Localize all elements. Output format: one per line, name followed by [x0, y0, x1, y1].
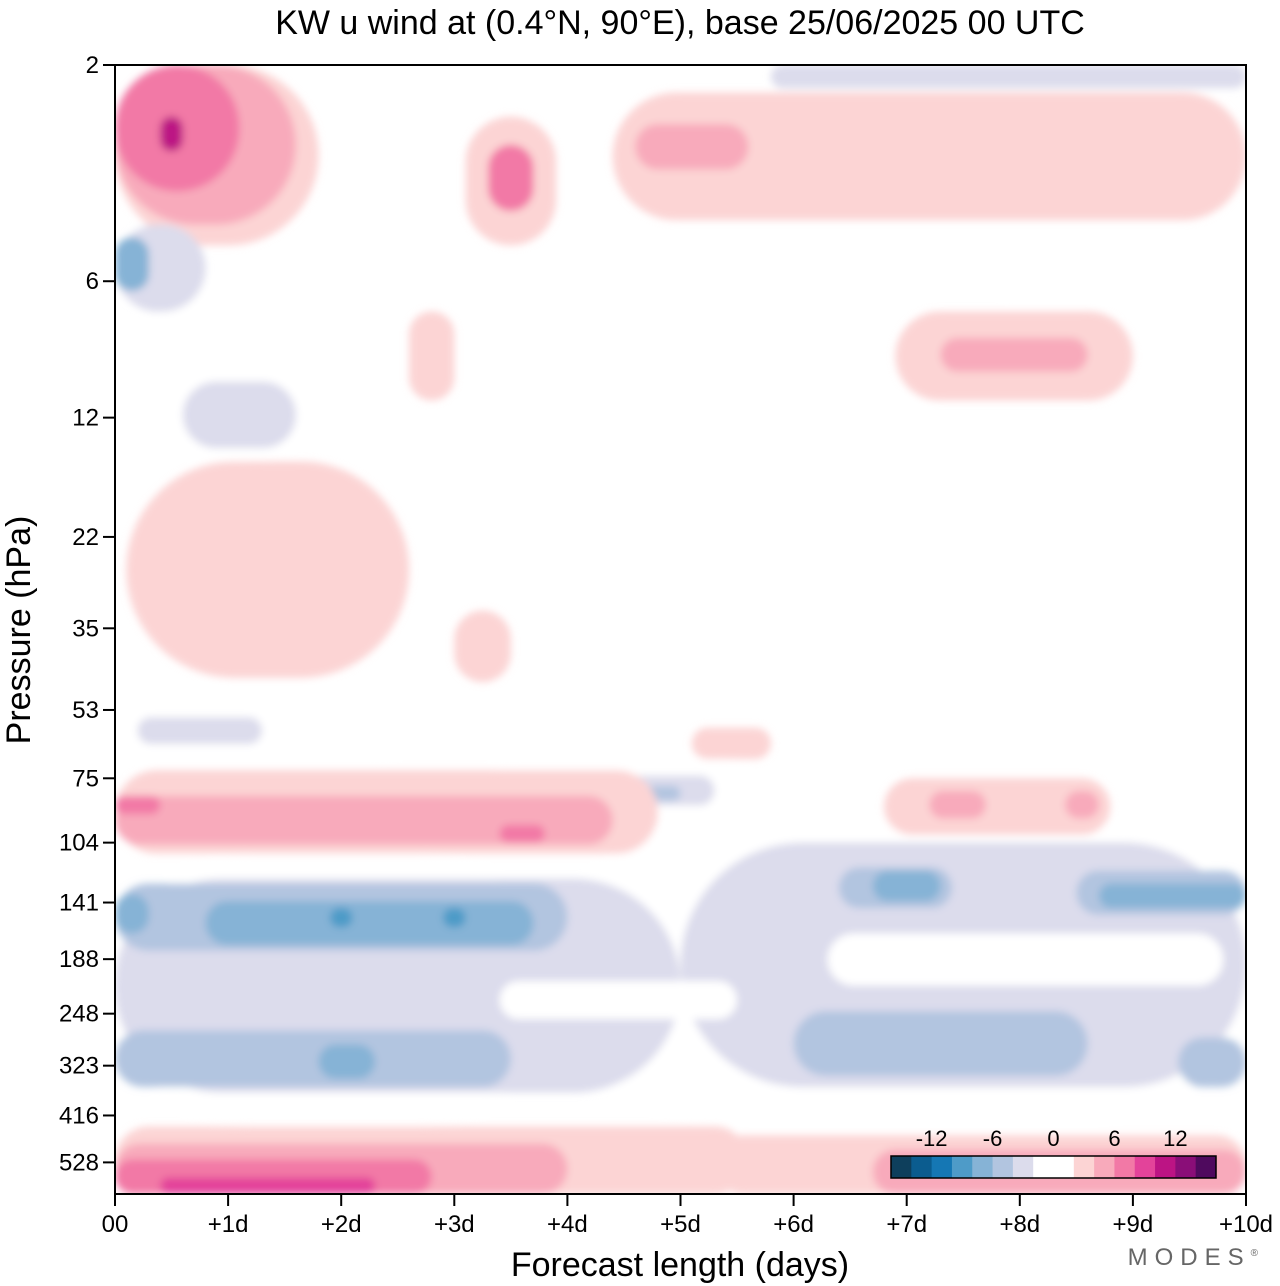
x-tick-label: +5d	[660, 1211, 701, 1238]
colorbar-swatch	[1033, 1156, 1054, 1178]
contour-region-55	[770, 65, 1246, 89]
y-tick-label: 528	[59, 1149, 99, 1176]
y-axis: 2 6 12 22 35 53 75 104 141 188 248 323 416 528	[59, 52, 115, 1176]
modes-logo: MODES®	[1127, 1244, 1258, 1271]
y-tick-label: 188	[59, 946, 99, 973]
contour-region-52	[635, 124, 749, 170]
contour-region-37	[182, 381, 296, 448]
x-tick-label: +10d	[1219, 1211, 1273, 1238]
x-tick-label: 00	[102, 1211, 129, 1238]
colorbar-swatch	[1114, 1156, 1136, 1178]
colorbar-swatch	[911, 1156, 933, 1178]
chart-title: KW u wind at (0.4°N, 90°E), base 25/06/2…	[275, 4, 1085, 42]
contour-region-47	[160, 116, 183, 152]
contour-region-33	[126, 461, 410, 678]
x-tick-label: +8d	[999, 1211, 1040, 1238]
contour-region-6	[963, 955, 975, 967]
contour-region-16	[872, 870, 941, 902]
contour-region-31	[1065, 790, 1099, 819]
contour-region-39	[872, 400, 930, 475]
x-tick-label: +2d	[321, 1211, 362, 1238]
colorbar-swatch	[891, 1156, 912, 1178]
x-axis: 00 +1d +2d +3d +4d +5d +6d +7d +8d +9d +10d	[102, 1194, 1273, 1238]
contour-region-34	[454, 610, 511, 683]
contour-region-35	[974, 628, 1201, 674]
x-tick-label: +4d	[547, 1211, 588, 1238]
contour-region-41	[985, 245, 1201, 297]
y-tick-label: 12	[72, 405, 99, 432]
y-tick-label: 6	[86, 268, 99, 295]
colorbar-swatch	[1053, 1156, 1075, 1178]
colorbar-swatch	[1175, 1156, 1197, 1178]
colorbar-label: -12	[916, 1126, 948, 1151]
contour-region-28	[115, 795, 161, 815]
contour-region-19	[442, 908, 466, 928]
y-tick-label: 248	[59, 1001, 99, 1028]
colorbar-swatch	[1155, 1156, 1176, 1178]
contour-region-40	[1178, 311, 1246, 434]
contour-region-32	[691, 727, 771, 760]
contour-region-18	[329, 908, 353, 928]
colorbar-label: 0	[1047, 1126, 1059, 1151]
x-axis-label: Forecast length (days)	[511, 1246, 849, 1284]
contour-region-4	[499, 980, 738, 1020]
y-tick-label: 141	[59, 890, 99, 917]
y-tick-label: 75	[72, 765, 99, 792]
colorbar-swatch	[972, 1156, 994, 1178]
colorbar-label: 12	[1163, 1126, 1187, 1151]
y-tick-label: 35	[72, 615, 99, 642]
contour-region-14	[205, 901, 534, 946]
contour-region-26	[115, 795, 613, 845]
colorbar-frame	[890, 1155, 1217, 1179]
contour-region-9	[793, 1011, 1088, 1076]
x-tick-label: +6d	[773, 1211, 814, 1238]
colorbar-swatch	[1012, 1156, 1034, 1178]
contour-region-43	[940, 337, 1088, 372]
colorbar-swatch	[931, 1156, 953, 1178]
contour-region-51	[612, 92, 1246, 221]
x-tick-label: +1d	[208, 1211, 249, 1238]
contour-region-27	[499, 824, 545, 843]
y-tick-label: 2	[86, 52, 99, 79]
y-tick-label: 416	[59, 1102, 99, 1129]
x-tick-label: +3d	[434, 1211, 475, 1238]
colorbar-swatch	[1073, 1156, 1095, 1178]
colorbar-swatch	[1134, 1156, 1156, 1178]
y-tick-label: 323	[59, 1053, 99, 1080]
colorbar-legend: -12 -6 0 6 12	[890, 1126, 1217, 1179]
contour-region-10	[1178, 1037, 1246, 1088]
contour-region-61	[160, 1177, 376, 1194]
contour-region-15	[318, 1044, 376, 1079]
colorbar-swatch	[992, 1156, 1014, 1178]
x-tick-label: +9d	[1113, 1211, 1154, 1238]
contour-region-30	[929, 790, 986, 819]
contour-region-5	[827, 933, 1224, 986]
x-tick-label: +7d	[886, 1211, 927, 1238]
contour-region-21	[137, 717, 263, 744]
contour-region-13	[115, 893, 149, 934]
y-axis-label: Pressure (hPa)	[0, 516, 38, 745]
contour-region-54	[115, 237, 149, 291]
y-tick-label: 104	[59, 830, 99, 857]
contour-region-48	[409, 311, 455, 401]
colorbar-label: 6	[1108, 1126, 1120, 1151]
contour-region-8	[115, 1030, 511, 1088]
colorbar-swatch	[1195, 1156, 1217, 1178]
contour-fill-layer	[115, 65, 1246, 1194]
colorbar-swatch	[951, 1156, 973, 1178]
contour-region-38	[476, 381, 568, 475]
contour-region-17	[1098, 883, 1246, 909]
colorbar-label: -6	[983, 1126, 1003, 1151]
contour-region-50	[488, 144, 534, 212]
y-tick-label: 22	[72, 524, 99, 551]
y-tick-label: 53	[72, 697, 99, 724]
colorbar-swatch	[1094, 1156, 1115, 1178]
